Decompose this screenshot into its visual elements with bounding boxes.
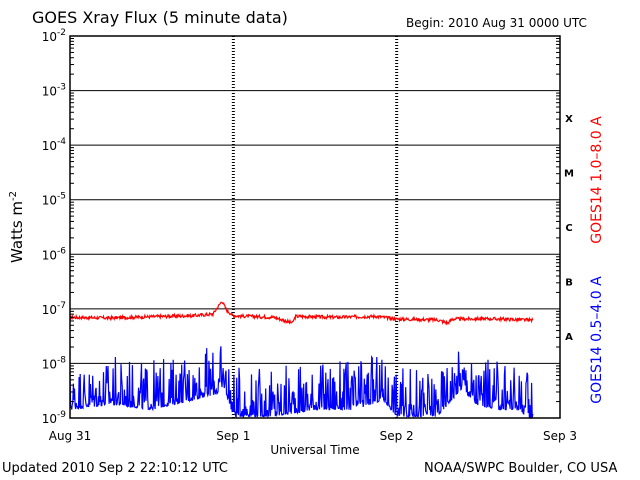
legend-entry-1: GOES14 0.5–4.0 A	[589, 276, 605, 404]
x-tick-label: Sep 2	[380, 429, 414, 443]
y-tick-label: 10-9	[42, 410, 67, 426]
flare-class-label: A	[565, 332, 573, 343]
flare-class-label: X	[565, 114, 573, 125]
flare-class-label: C	[565, 223, 572, 234]
y-axis-label: Watts m-2	[8, 191, 26, 263]
x-tick-label: Sep 1	[216, 429, 250, 443]
x-tick-label: Aug 31	[49, 429, 92, 443]
y-tick-label: 10-3	[42, 83, 66, 99]
x-axis-label: Universal Time	[270, 443, 359, 457]
flare-class-label: B	[565, 278, 573, 289]
chart-title: GOES Xray Flux (5 minute data)	[32, 8, 288, 27]
axis-layer: 10-2 10-3 10-4 10-5 10-6 10-7 10-8 10-9 Aug 31 Se…	[8, 28, 605, 457]
y-tick-label: 10-5	[42, 192, 66, 208]
y-tick-label: 10-8	[42, 355, 67, 371]
y-tick-label: 10-6	[42, 246, 67, 262]
y-tick-label: 10-7	[42, 301, 66, 317]
begin-time-label: Begin: 2010 Aug 31 0000 UTC	[406, 16, 587, 30]
updated-timestamp: Updated 2010 Sep 2 22:10:12 UTC	[2, 461, 229, 476]
legend-entry-0: GOES14 1.0–8.0 A	[589, 116, 605, 244]
credit-label: NOAA/SWPC Boulder, CO USA	[424, 461, 618, 476]
series-line-1	[69, 346, 534, 419]
x-tick-label: Sep 3	[543, 429, 577, 443]
plot-frame	[69, 35, 561, 419]
y-tick-label: 10-4	[42, 137, 67, 153]
y-tick-label: 10-2	[42, 28, 66, 44]
flare-class-label: M	[564, 168, 574, 179]
grid-layer	[70, 35, 560, 419]
series-line-0	[69, 301, 534, 326]
series-layer	[69, 301, 534, 419]
